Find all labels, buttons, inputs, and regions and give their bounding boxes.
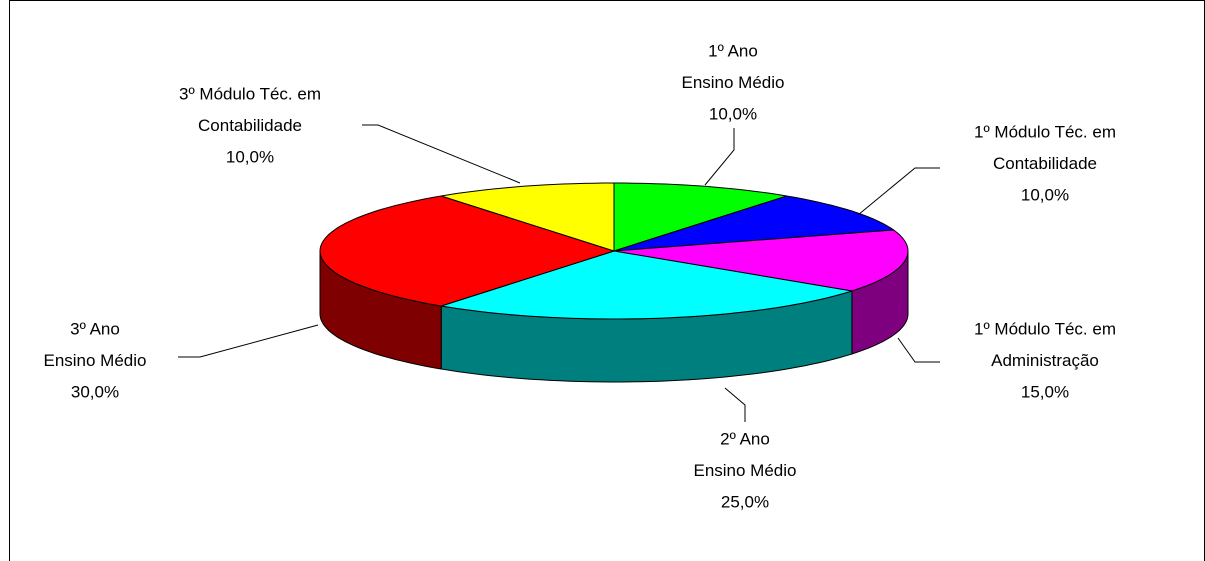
value-label: 25,0% bbox=[721, 492, 769, 511]
pie-slice bbox=[613, 182, 787, 252]
leader-line bbox=[897, 337, 940, 363]
leader-line bbox=[362, 124, 521, 184]
slice-label: Contabilidade bbox=[993, 154, 1097, 173]
slice-label: Ensino Médio bbox=[693, 461, 796, 480]
slice-label: Ensino Médio bbox=[681, 73, 784, 92]
pie-slice bbox=[319, 195, 616, 307]
slice-label: Contabilidade bbox=[198, 116, 302, 135]
leader-line bbox=[857, 167, 940, 216]
slice-label: 3º Módulo Téc. em bbox=[179, 84, 321, 103]
pie-slice bbox=[613, 229, 909, 292]
slice-label: 1º Módulo Téc. em bbox=[974, 122, 1116, 141]
value-label: 10,0% bbox=[709, 104, 757, 123]
value-label: 10,0% bbox=[1021, 185, 1069, 204]
value-label: 15,0% bbox=[1021, 382, 1069, 401]
pie-slice bbox=[441, 182, 615, 252]
leader-line bbox=[724, 387, 746, 422]
leader-line bbox=[704, 128, 735, 186]
value-label: 10,0% bbox=[226, 147, 274, 166]
slice-label: 3º Ano bbox=[70, 319, 120, 338]
slice-label: Ensino Médio bbox=[43, 351, 146, 370]
pie-slice bbox=[613, 195, 896, 252]
pie-slice bbox=[441, 250, 853, 320]
slice-label: Administração bbox=[991, 351, 1099, 370]
slice-label: 2º Ano bbox=[720, 429, 770, 448]
slice-label: 1º Ano bbox=[708, 41, 758, 60]
leader-line bbox=[178, 324, 319, 358]
value-label: 30,0% bbox=[71, 382, 119, 401]
slice-label: 1º Módulo Téc. em bbox=[974, 319, 1116, 338]
